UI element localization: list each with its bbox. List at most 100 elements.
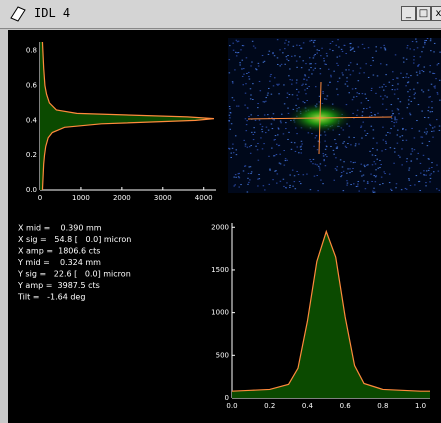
noise-pixel	[432, 72, 434, 74]
noise-pixel	[315, 135, 318, 137]
noise-pixel	[354, 145, 357, 147]
noise-pixel	[250, 94, 252, 96]
noise-pixel	[337, 94, 339, 96]
noise-pixel	[312, 40, 315, 42]
noise-pixel	[383, 171, 385, 173]
noise-pixel	[309, 63, 311, 65]
noise-pixel	[284, 48, 286, 50]
noise-pixel	[276, 143, 278, 145]
noise-pixel	[348, 69, 350, 71]
noise-pixel	[337, 64, 339, 66]
noise-pixel	[296, 171, 298, 173]
noise-pixel	[397, 83, 399, 85]
noise-pixel	[402, 128, 404, 130]
noise-pixel	[429, 123, 431, 125]
noise-pixel	[268, 183, 271, 185]
noise-pixel	[393, 122, 395, 124]
noise-pixel	[329, 48, 331, 50]
noise-pixel	[322, 153, 325, 155]
close-button[interactable]: x	[431, 6, 441, 21]
noise-pixel	[244, 143, 247, 145]
noise-pixel	[379, 167, 381, 169]
noise-pixel	[396, 134, 399, 136]
noise-pixel	[257, 114, 259, 116]
noise-pixel	[238, 186, 240, 188]
noise-pixel	[241, 68, 243, 70]
noise-pixel	[306, 100, 308, 102]
noise-pixel	[250, 171, 253, 173]
noise-pixel	[353, 183, 355, 185]
noise-pixel	[283, 84, 285, 86]
x-tick-label: 0	[38, 194, 42, 202]
noise-pixel	[427, 106, 430, 108]
noise-pixel	[263, 60, 266, 62]
noise-pixel	[337, 39, 339, 41]
noise-pixel	[358, 143, 360, 145]
noise-pixel	[291, 83, 293, 85]
noise-pixel	[252, 99, 254, 101]
noise-pixel	[408, 169, 410, 171]
noise-pixel	[385, 142, 387, 144]
noise-pixel	[423, 66, 426, 68]
noise-pixel	[338, 46, 340, 48]
noise-pixel	[229, 112, 232, 114]
noise-pixel	[413, 94, 415, 96]
noise-pixel	[309, 159, 311, 161]
noise-pixel	[252, 139, 255, 141]
noise-pixel	[267, 114, 269, 116]
noise-pixel	[408, 179, 411, 181]
minimize-button[interactable]: _	[401, 6, 416, 21]
noise-pixel	[241, 59, 244, 61]
noise-pixel	[250, 65, 252, 67]
noise-pixel	[249, 98, 252, 100]
noise-pixel	[427, 89, 430, 91]
noise-pixel	[311, 133, 313, 135]
noise-pixel	[396, 77, 399, 79]
noise-pixel	[271, 128, 274, 130]
noise-pixel	[231, 81, 234, 83]
noise-pixel	[354, 161, 356, 163]
noise-pixel	[424, 41, 426, 43]
noise-pixel	[273, 139, 275, 141]
noise-pixel	[361, 137, 363, 139]
noise-pixel	[256, 149, 259, 151]
noise-pixel	[438, 125, 441, 127]
noise-pixel	[265, 100, 267, 102]
noise-pixel	[431, 166, 433, 168]
noise-pixel	[421, 110, 423, 112]
y-tick-label: 1500	[211, 266, 229, 274]
noise-pixel	[335, 147, 338, 149]
noise-pixel	[425, 170, 428, 172]
noise-pixel	[254, 119, 257, 121]
noise-pixel	[423, 174, 425, 176]
noise-pixel	[380, 63, 382, 65]
noise-pixel	[439, 51, 441, 53]
y-tick-label: 0.2	[26, 151, 37, 159]
noise-pixel	[372, 74, 375, 76]
noise-pixel	[248, 146, 251, 148]
noise-pixel	[388, 81, 391, 83]
noise-pixel	[310, 161, 312, 163]
maximize-button[interactable]: □	[416, 6, 431, 21]
noise-pixel	[306, 79, 308, 81]
noise-pixel	[257, 107, 259, 109]
noise-pixel	[286, 182, 288, 184]
noise-pixel	[305, 93, 307, 95]
profile-line	[41, 41, 215, 191]
noise-pixel	[261, 126, 264, 128]
noise-pixel	[431, 127, 434, 129]
noise-pixel	[236, 52, 239, 54]
noise-pixel	[402, 139, 404, 141]
axis-cross	[318, 81, 322, 155]
noise-pixel	[416, 74, 419, 76]
noise-pixel	[299, 56, 301, 58]
noise-pixel	[439, 99, 441, 101]
noise-pixel	[361, 115, 364, 117]
noise-pixel	[252, 133, 255, 135]
noise-pixel	[342, 190, 345, 192]
noise-pixel	[328, 68, 330, 70]
noise-pixel	[258, 80, 261, 82]
noise-pixel	[340, 174, 343, 176]
noise-pixel	[335, 143, 337, 145]
noise-pixel	[230, 123, 233, 125]
